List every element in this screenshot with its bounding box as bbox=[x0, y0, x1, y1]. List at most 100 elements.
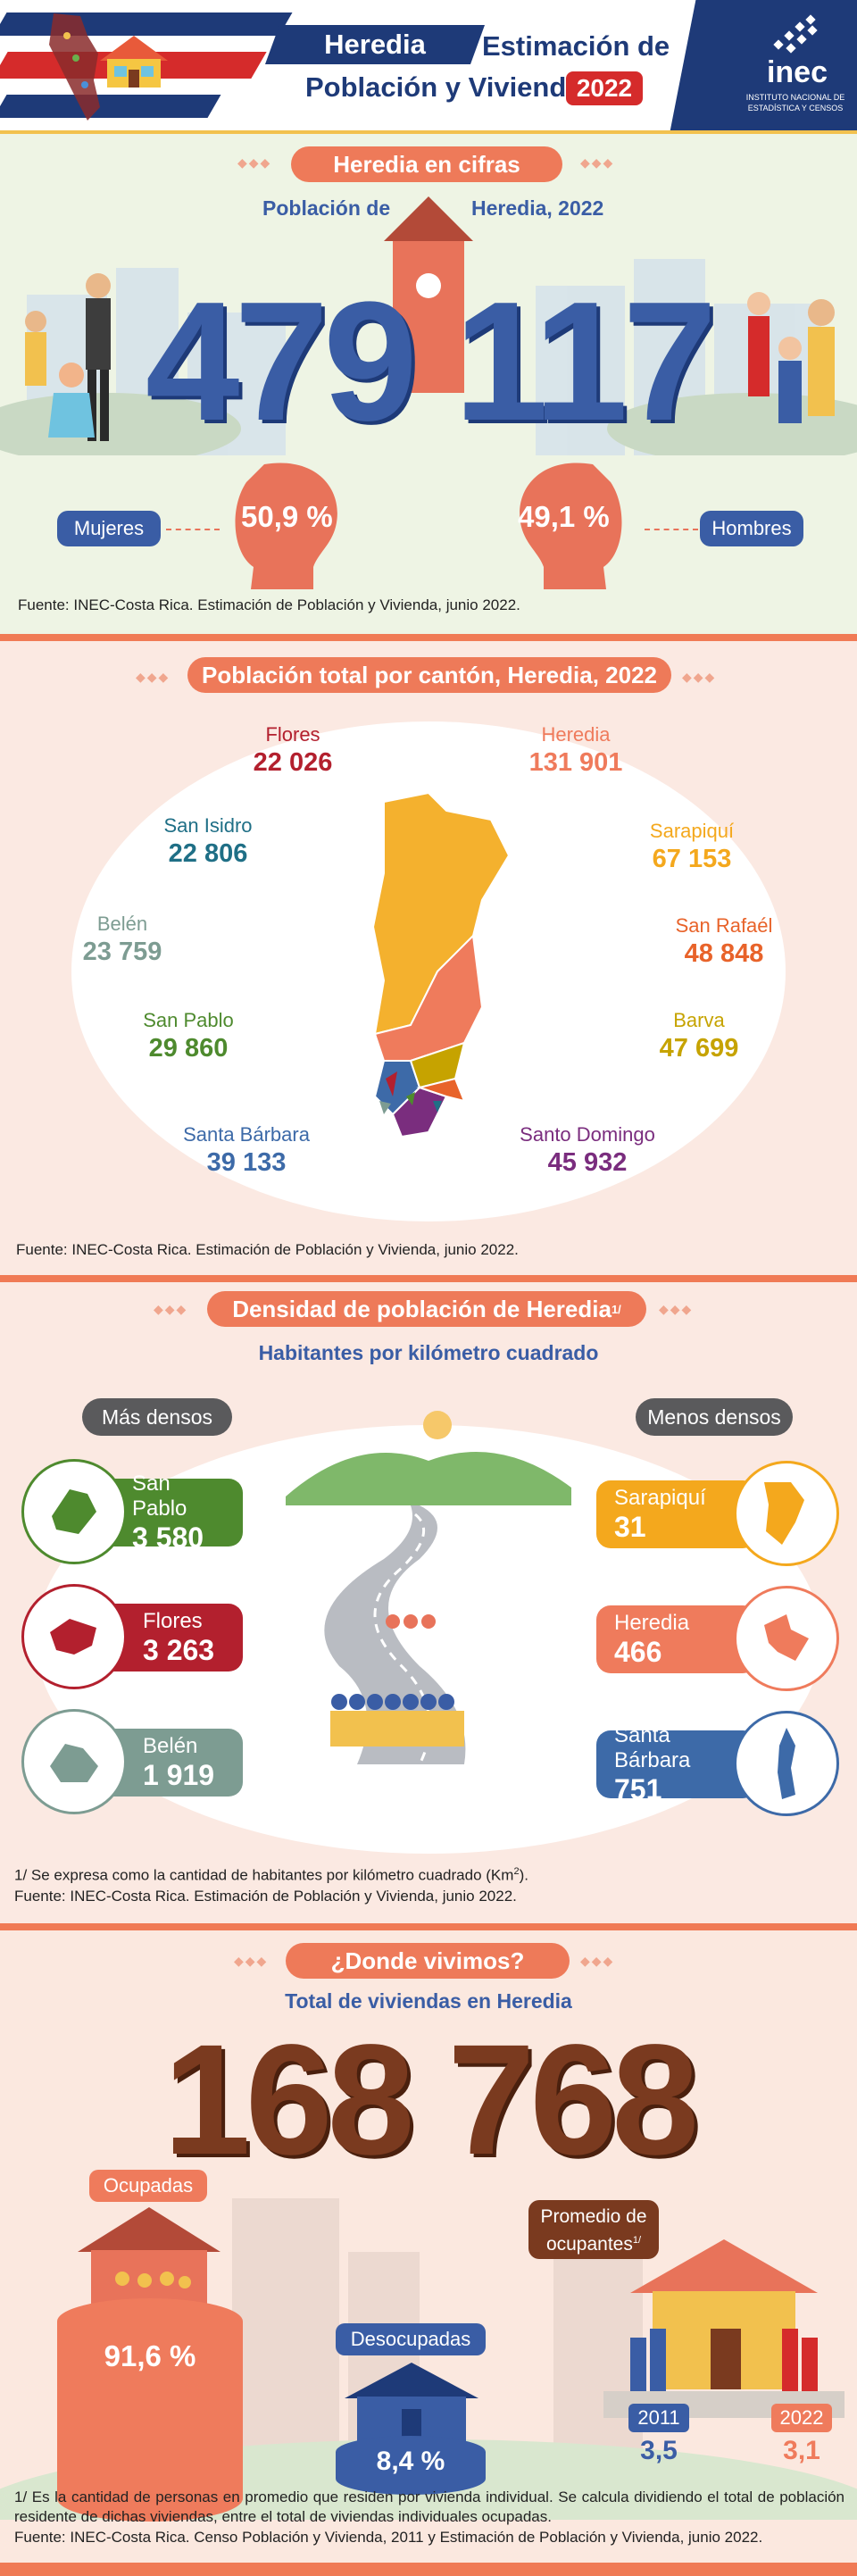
canton-value-belen: 23 759 bbox=[82, 938, 162, 966]
canton-name-santo-domingo: Santo Domingo bbox=[520, 1123, 655, 1146]
cifras-subtitle-left: Población de bbox=[262, 196, 391, 220]
densidad-note: 1/ Se expresa como la cantidad de habita… bbox=[14, 1866, 528, 1885]
decor-diamonds-left: ◆◆◆ bbox=[234, 1954, 269, 1968]
promedio-label: Promedio de ocupantes1/ bbox=[528, 2200, 659, 2259]
densidad-subtitle: Habitantes por kilómetro cuadrado bbox=[258, 1341, 599, 1364]
heredia-canton-map bbox=[371, 793, 511, 1138]
men-connector bbox=[645, 529, 698, 530]
men-label: Hombres bbox=[700, 511, 803, 546]
cifras-subtitle-right: Heredia, 2022 bbox=[471, 196, 604, 220]
canton-section: ◆◆◆ ◆◆◆ Población total por cantón, Here… bbox=[0, 641, 857, 1275]
ocupadas-label: Ocupadas bbox=[89, 2170, 207, 2202]
density-name-heredia: Heredia bbox=[614, 1610, 690, 1635]
san-pablo-map-icon bbox=[21, 1459, 127, 1564]
canton-value-sarapiqui: 67 153 bbox=[652, 845, 732, 873]
canton-name-sarapiqui: Sarapiquí bbox=[649, 820, 735, 842]
vivimos-title-pill: ¿Donde vivimos? bbox=[286, 1943, 570, 1979]
canton-name-barva: Barva bbox=[673, 1009, 725, 1031]
canton-name-san-rafael: San Rafaél bbox=[675, 914, 773, 937]
vivimos-note: 1/ Es la cantidad de personas en promedi… bbox=[14, 2488, 845, 2525]
canton-name-san-pablo: San Pablo bbox=[143, 1009, 234, 1031]
canton-value-heredia: 131 901 bbox=[528, 748, 623, 777]
canton-name-flores: Flores bbox=[265, 723, 320, 746]
decor-diamonds-right: ◆◆◆ bbox=[580, 1954, 615, 1968]
family-house-illustration bbox=[603, 2239, 845, 2418]
canton-value-san-rafael: 48 848 bbox=[684, 939, 764, 968]
decor-diamonds-right: ◆◆◆ bbox=[659, 1302, 694, 1316]
canton-source: Fuente: INEC-Costa Rica. Estimación de P… bbox=[16, 1241, 519, 1258]
canton-name-heredia: Heredia bbox=[541, 723, 611, 746]
vivimos-source: Fuente: INEC-Costa Rica. Censo Población… bbox=[14, 2529, 763, 2546]
decor-diamonds-left: ◆◆◆ bbox=[237, 155, 272, 170]
canton-name-santa-barbara: Santa Bárbara bbox=[183, 1123, 310, 1146]
vivimos-subtitle: Total de viviendas en Heredia bbox=[285, 1989, 572, 2013]
decor-diamonds-right: ◆◆◆ bbox=[682, 670, 717, 684]
inec-logo-sub2: ESTADÍSTICA Y CENSOS bbox=[747, 104, 844, 113]
heredia-map-icon bbox=[734, 1586, 839, 1691]
promedio-label-line2: ocupantes bbox=[545, 2234, 633, 2255]
section-divider-2 bbox=[0, 1275, 857, 1282]
densidad-section: ◆◆◆ ◆◆◆ Densidad de población de Heredia… bbox=[0, 1282, 857, 1923]
housing-total: 168 768 bbox=[162, 2013, 699, 2188]
family-right-illustration bbox=[747, 292, 835, 423]
cifras-source: Fuente: INEC-Costa Rica. Estimación de P… bbox=[18, 596, 520, 613]
header-year-badge: 2022 bbox=[566, 71, 643, 105]
occupied-house-icon bbox=[78, 2207, 220, 2304]
density-name-flores: Flores bbox=[143, 1608, 203, 1633]
vivimos-section: ◆◆◆ ◆◆◆ ¿Donde vivimos? Total de viviend… bbox=[0, 1930, 857, 2576]
section-divider-3 bbox=[0, 1923, 857, 1930]
density-value-belen: 1 919 bbox=[143, 1758, 215, 1791]
women-pct: 50,9 % bbox=[241, 500, 333, 533]
canton-name-san-isidro: San Isidro bbox=[163, 814, 253, 837]
densidad-title-footnote: 1/ bbox=[611, 1302, 621, 1316]
header-title-line1: Estimación de bbox=[482, 30, 670, 62]
densidad-title: Densidad de población de Heredia bbox=[232, 1295, 612, 1322]
men-pct: 49,1 % bbox=[518, 500, 610, 533]
cifras-section: ◆◆◆ ◆◆◆ Heredia en cifras Población de H… bbox=[0, 134, 857, 634]
house-icon bbox=[100, 36, 168, 88]
inec-logo-text: inec bbox=[766, 55, 828, 89]
density-value-flores: 3 263 bbox=[143, 1633, 215, 1666]
section-divider-1 bbox=[0, 634, 857, 641]
decor-diamonds-left: ◆◆◆ bbox=[154, 1302, 188, 1316]
density-name-santa-barbara: Santa Bárbara bbox=[614, 1722, 691, 1772]
value-2011: 3,5 bbox=[640, 2436, 678, 2465]
value-2022: 3,1 bbox=[783, 2436, 820, 2465]
santa-barbara-map-icon bbox=[734, 1711, 839, 1816]
mas-densos-label: Más densos bbox=[82, 1398, 232, 1436]
year-2022-badge: 2022 bbox=[771, 2404, 832, 2432]
inec-logo-icon bbox=[773, 14, 818, 54]
promedio-label-line1: Promedio de bbox=[540, 2206, 647, 2227]
cifras-title-pill: Heredia en cifras bbox=[291, 146, 562, 182]
density-value-san-pablo: 3 580 bbox=[132, 1521, 204, 1554]
belen-map-icon bbox=[21, 1709, 127, 1814]
inec-logo-block bbox=[670, 0, 857, 134]
sarapiqui-map-icon bbox=[734, 1461, 839, 1566]
densidad-note-end: ). bbox=[519, 1866, 528, 1884]
density-value-santa-barbara: 751 bbox=[614, 1772, 662, 1805]
population-total: 479 117 bbox=[145, 267, 717, 456]
family-left-illustration bbox=[25, 273, 111, 441]
costa-rica-people-map-icon bbox=[49, 13, 100, 121]
density-value-sarapiqui: 31 bbox=[614, 1510, 646, 1543]
canton-value-santo-domingo: 45 932 bbox=[547, 1148, 628, 1177]
densidad-note-text: 1/ Se expresa como la cantidad de habita… bbox=[14, 1866, 514, 1884]
canton-value-san-pablo: 29 860 bbox=[148, 1034, 229, 1063]
inec-logo-sub1: INSTITUTO NACIONAL DE bbox=[745, 93, 845, 102]
densidad-note-sup: 2 bbox=[513, 1866, 520, 1877]
desocupadas-label: Desocupadas bbox=[336, 2323, 486, 2355]
woman-head-icon bbox=[235, 463, 337, 589]
canton-value-flores: 22 026 bbox=[253, 748, 333, 777]
header-title-line2: Población y Vivienda, bbox=[305, 71, 590, 103]
header-region: Heredia bbox=[324, 29, 426, 60]
densidad-source: Fuente: INEC-Costa Rica. Estimación de P… bbox=[14, 1888, 517, 1905]
promedio-footnote: 1/ bbox=[632, 2235, 642, 2246]
canton-value-santa-barbara: 39 133 bbox=[206, 1148, 287, 1177]
density-chip-santa-barbara: Santa Bárbara 751 bbox=[596, 1723, 757, 1805]
man-head-icon bbox=[520, 463, 622, 589]
road-with-people-illustration bbox=[286, 1411, 571, 1764]
ocupadas-bar bbox=[57, 2298, 243, 2522]
canton-name-belen: Belén bbox=[96, 913, 148, 935]
empty-house-icon bbox=[345, 2363, 478, 2441]
desocupadas-pct: 8,4 % bbox=[376, 2447, 445, 2476]
